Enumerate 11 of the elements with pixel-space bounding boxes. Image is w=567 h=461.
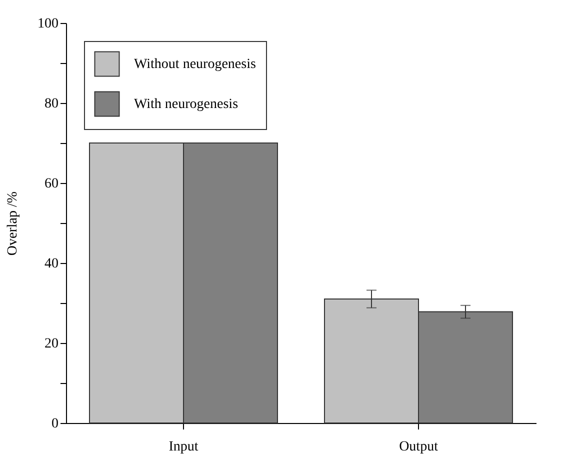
legend-label: Without neurogenesis [134, 57, 256, 72]
y-tick-label: 40 [44, 256, 58, 272]
y-tick-label: 100 [38, 16, 58, 32]
y-tick-label: 80 [44, 96, 58, 112]
x-tick-label: Input [168, 440, 198, 454]
y-tick-label: 20 [44, 336, 58, 352]
y-tick-label: 60 [44, 176, 58, 192]
y-tick-label: 0 [52, 416, 58, 432]
y-axis-title: Overlap /% [6, 191, 20, 256]
legend-label: With neurogenesis [134, 97, 238, 112]
x-tick-label: Output [399, 440, 438, 454]
